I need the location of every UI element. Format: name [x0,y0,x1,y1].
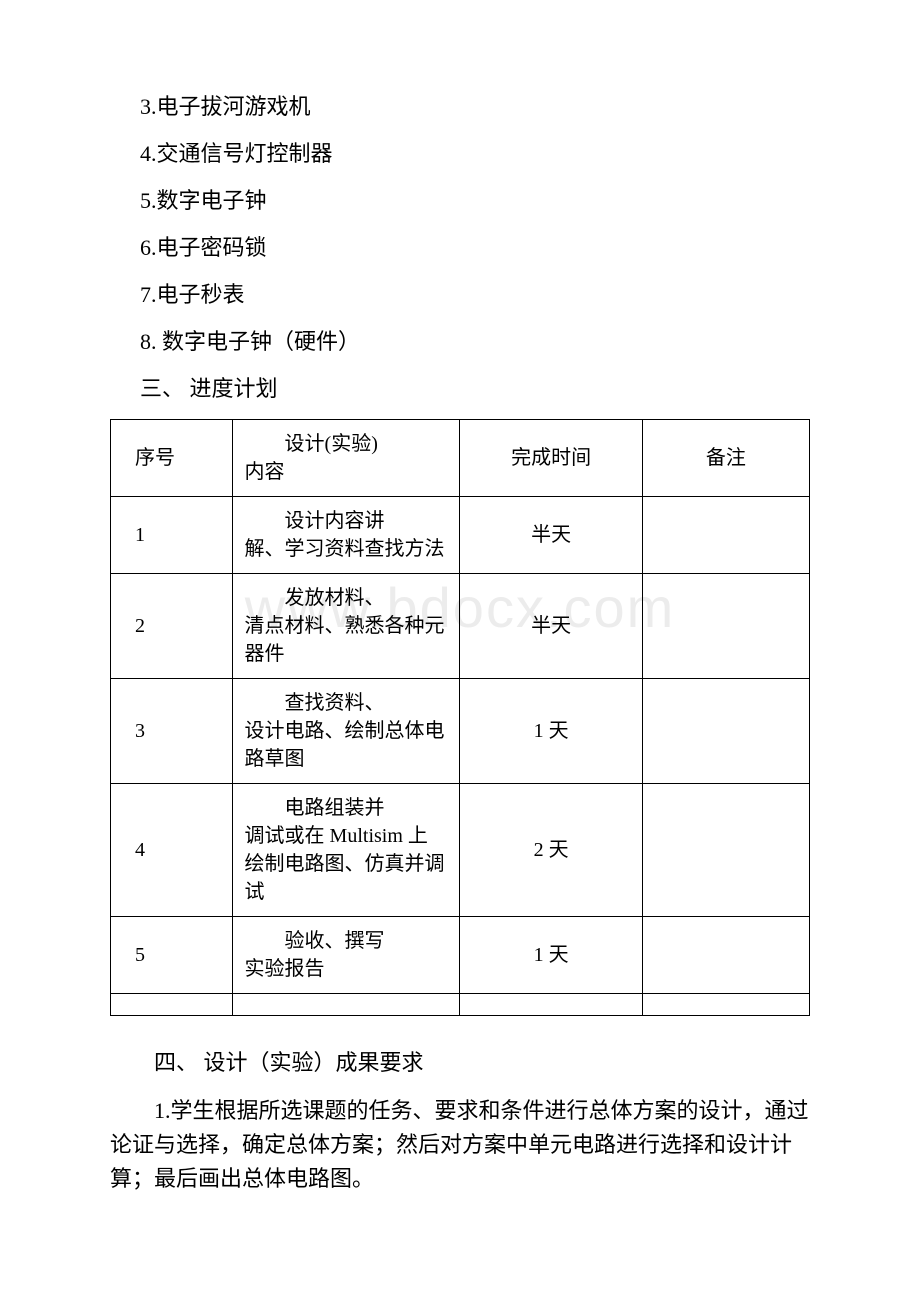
header-note: 备注 [642,420,809,497]
list-item-7: 7.电子秒表 [110,278,810,311]
cell-content: 电路组装并 调试或在 Multisim 上绘制电路图、仿真并调试 [232,784,460,917]
header-content-line1: 设计(实验) [245,430,448,458]
page-content: 3.电子拔河游戏机 4.交通信号灯控制器 5.数字电子钟 6.电子密码锁 7.电… [110,90,810,1196]
list-item-5: 5.数字电子钟 [110,184,810,217]
cell-content-line1: 查找资料、 [245,689,448,717]
list-item-4: 4.交通信号灯控制器 [110,137,810,170]
cell-empty [111,994,233,1016]
cell-note [642,784,809,917]
cell-content-rest: 解、学习资料查找方法 [245,535,448,563]
cell-time: 2 天 [460,784,642,917]
cell-seq: 2 [111,574,233,679]
cell-content-rest: 调试或在 Multisim 上绘制电路图、仿真并调试 [245,822,448,906]
cell-seq: 4 [111,784,233,917]
header-time: 完成时间 [460,420,642,497]
cell-content: 查找资料、 设计电路、绘制总体电路草图 [232,679,460,784]
header-seq: 序号 [111,420,233,497]
schedule-table: 序号 设计(实验) 内容 完成时间 备注 1 设计内容讲 解、学习资料查找方法 … [110,419,810,1016]
table-row-empty [111,994,810,1016]
cell-time: 半天 [460,497,642,574]
cell-content-line1: 验收、撰写 [245,927,448,955]
cell-seq: 1 [111,497,233,574]
header-content: 设计(实验) 内容 [232,420,460,497]
table-row: 4 电路组装并 调试或在 Multisim 上绘制电路图、仿真并调试 2 天 [111,784,810,917]
cell-note [642,679,809,784]
requirement-paragraph-1: 1.学生根据所选课题的任务、要求和条件进行总体方案的设计，通过论证与选择，确定总… [110,1094,810,1196]
cell-note [642,917,809,994]
table-row: 2 发放材料、 清点材料、熟悉各种元器件 半天 [111,574,810,679]
cell-content-line1: 设计内容讲 [245,507,448,535]
cell-time: 半天 [460,574,642,679]
cell-empty [642,994,809,1016]
table-row: 5 验收、撰写 实验报告 1 天 [111,917,810,994]
heading-section-3: 三、 进度计划 [110,372,810,405]
cell-note [642,574,809,679]
cell-time: 1 天 [460,679,642,784]
list-item-6: 6.电子密码锁 [110,231,810,264]
cell-content: 发放材料、 清点材料、熟悉各种元器件 [232,574,460,679]
cell-seq: 3 [111,679,233,784]
header-content-line2: 内容 [245,458,448,486]
cell-content-rest: 实验报告 [245,955,448,983]
cell-empty [232,994,460,1016]
cell-note [642,497,809,574]
table-row: 1 设计内容讲 解、学习资料查找方法 半天 [111,497,810,574]
cell-content: 验收、撰写 实验报告 [232,917,460,994]
heading-section-4: 四、 设计（实验）成果要求 [110,1046,810,1080]
cell-content-rest: 设计电路、绘制总体电路草图 [245,717,448,773]
cell-time: 1 天 [460,917,642,994]
cell-content-rest: 清点材料、熟悉各种元器件 [245,612,448,668]
cell-content: 设计内容讲 解、学习资料查找方法 [232,497,460,574]
cell-content-line1: 发放材料、 [245,584,448,612]
table-row: 3 查找资料、 设计电路、绘制总体电路草图 1 天 [111,679,810,784]
cell-empty [460,994,642,1016]
list-item-3: 3.电子拔河游戏机 [110,90,810,123]
cell-content-line1: 电路组装并 [245,794,448,822]
cell-seq: 5 [111,917,233,994]
list-item-8: 8. 数字电子钟（硬件） [110,325,810,358]
table-header-row: 序号 设计(实验) 内容 完成时间 备注 [111,420,810,497]
